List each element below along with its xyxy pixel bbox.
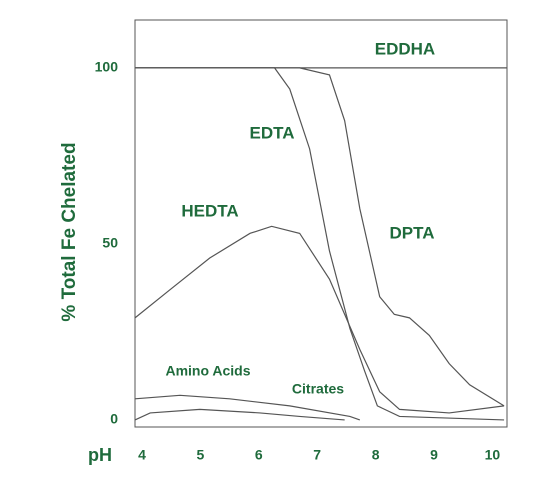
series-label: Amino Acids <box>165 363 250 379</box>
series-line <box>135 67 505 421</box>
y-tick-label: 100 <box>95 59 119 75</box>
x-tick-label: 9 <box>430 447 438 463</box>
series-label: Citrates <box>292 381 344 397</box>
series-line <box>134 225 505 414</box>
series-line <box>134 394 361 421</box>
y-tick-label: 0 <box>110 411 118 427</box>
y-tick-label: 50 <box>102 235 118 251</box>
x-tick-label: 10 <box>485 447 501 463</box>
series-label: DPTA <box>389 223 434 242</box>
x-tick-label: 8 <box>372 447 380 463</box>
x-tick-label: 4 <box>138 447 146 463</box>
y-axis-label: % Total Fe Chelated <box>59 142 80 321</box>
series-label: HEDTA <box>181 201 238 220</box>
x-tick-label: 6 <box>255 447 263 463</box>
series-label: EDTA <box>249 123 294 142</box>
x-tick-label: 5 <box>197 447 205 463</box>
x-tick-label: 7 <box>313 447 321 463</box>
series-line <box>134 408 345 421</box>
series-line <box>135 67 505 407</box>
x-axis-label: pH <box>88 445 112 465</box>
series-label: EDDHA <box>375 39 435 58</box>
plot-frame <box>134 19 508 428</box>
